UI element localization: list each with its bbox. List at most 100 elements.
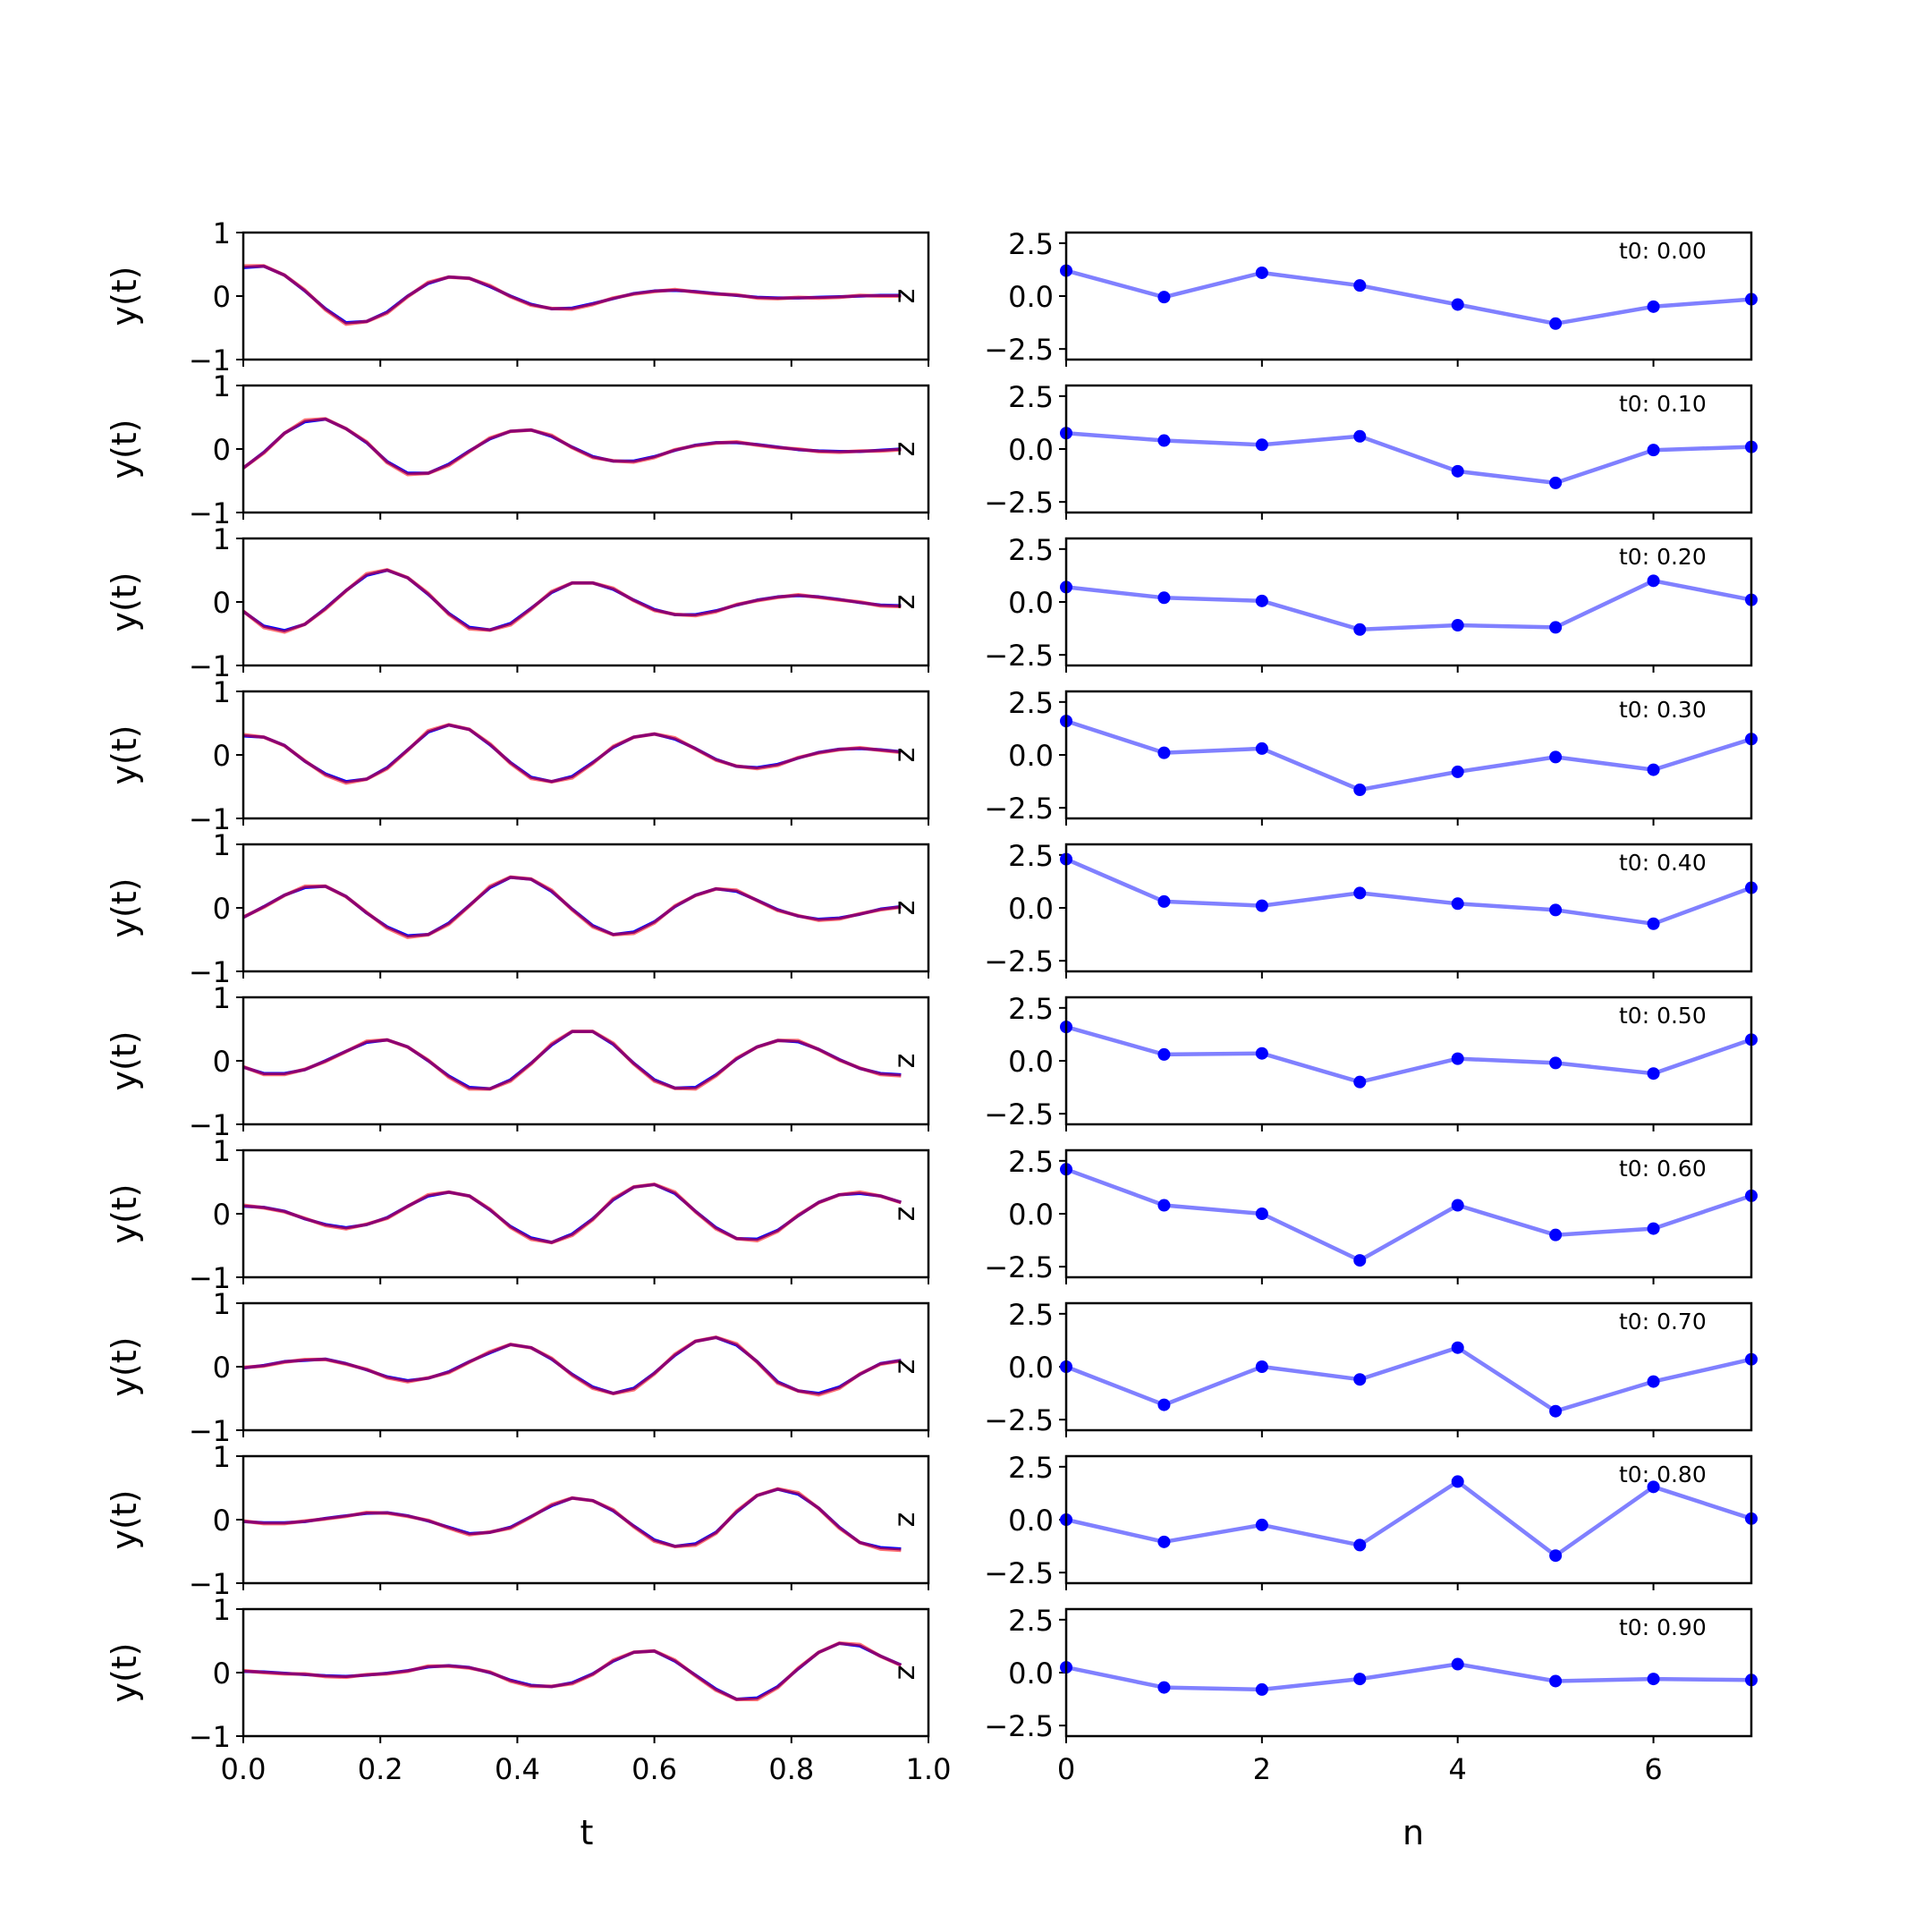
left-y-tick-label: 1 — [213, 522, 231, 556]
predicted-series-line — [242, 417, 902, 477]
right-panel-4: 2.5 0.0 −2.5 t0: 0.40 — [984, 839, 1758, 979]
latent-point — [1353, 1538, 1367, 1552]
left-axes-frame — [242, 384, 930, 514]
left-panel-9: 1 0 −10.0 0.2 0.4 0.6 0.8 1.0 y(t) z — [105, 1593, 951, 1786]
latent-point — [1647, 574, 1660, 588]
left-y-tick-label: −1 — [189, 1414, 231, 1448]
latent-point — [1549, 750, 1563, 764]
right-y-tick-label: 2.5 — [1008, 686, 1054, 720]
true-series-line — [242, 723, 902, 784]
left-panel-4: 1 0 −1 y(t) z — [105, 828, 930, 989]
left-y-tick-label: −1 — [189, 343, 231, 377]
left-panel-0: 1 0 −1 y(t) z — [105, 216, 930, 377]
latent-point — [1647, 1673, 1660, 1686]
latent-point — [1451, 1475, 1464, 1488]
right-y-tick-label: −2.5 — [984, 1556, 1054, 1590]
left-y-axis-label: y(t) — [105, 877, 144, 937]
latent-point — [1255, 741, 1268, 755]
right-y-tick-label: −2.5 — [984, 1709, 1054, 1743]
right-axes-frame — [1064, 231, 1753, 361]
latent-point — [1353, 1254, 1367, 1267]
left-y-tick-label: 1 — [213, 828, 231, 862]
latent-point — [1157, 1199, 1171, 1212]
t0-annotation: t0: 0.70 — [1619, 1309, 1707, 1335]
latent-point — [1157, 434, 1171, 447]
left-y-tick-label: 0 — [213, 433, 231, 467]
latent-point — [1255, 1682, 1268, 1696]
true-series-line — [242, 1335, 902, 1395]
left-axes-frame — [242, 996, 930, 1126]
left-y-tick-label: 0 — [213, 586, 231, 620]
latent-point — [1647, 444, 1660, 457]
latent-point — [1451, 298, 1464, 311]
right-panel-7: 2.5 0.0 −2.5 t0: 0.70 — [984, 1298, 1758, 1437]
right-axes-frame — [1064, 1454, 1753, 1585]
right-axes-frame — [1064, 996, 1753, 1126]
left-y-tick-label: 0 — [213, 1657, 231, 1690]
left-axes-frame — [242, 1454, 930, 1585]
latent-series-line — [1065, 579, 1752, 632]
stray-z-label: z — [887, 901, 921, 916]
latent-point — [1451, 897, 1464, 911]
latent-point — [1255, 438, 1268, 452]
latent-point — [1549, 1056, 1563, 1070]
right-x-tick-label: 0 — [1057, 1752, 1075, 1786]
latent-point — [1255, 1518, 1268, 1531]
right-y-tick-label: −2.5 — [984, 1403, 1054, 1437]
left-y-axis-label: y(t) — [105, 572, 144, 631]
latent-point — [1647, 1067, 1660, 1080]
right-y-tick-label: −2.5 — [984, 792, 1054, 826]
latent-point — [1549, 476, 1563, 489]
left-y-tick-label: 1 — [213, 1593, 231, 1627]
predicted-series-line — [242, 723, 902, 785]
true-series-line — [242, 264, 902, 325]
latent-point — [1647, 917, 1660, 930]
left-y-tick-label: 1 — [213, 1134, 231, 1168]
latent-point — [1157, 894, 1171, 908]
latent-series-line — [1065, 431, 1752, 486]
right-panel-8: 2.5 0.0 −2.5 t0: 0.80 — [984, 1451, 1758, 1590]
latent-series-line — [1065, 1662, 1752, 1692]
t0-annotation: t0: 0.50 — [1619, 1003, 1707, 1029]
right-y-tick-label: −2.5 — [984, 1250, 1054, 1284]
left-x-tick-label: 1.0 — [906, 1752, 952, 1786]
latent-point — [1647, 1375, 1660, 1388]
left-y-axis-label: y(t) — [105, 419, 144, 479]
predicted-series-line — [242, 1182, 902, 1245]
left-y-axis-label: y(t) — [105, 724, 144, 784]
true-series-line — [242, 876, 902, 937]
right-x-tick-label: 2 — [1253, 1752, 1271, 1786]
left-axes-frame — [242, 231, 930, 361]
left-y-tick-label: 1 — [213, 216, 231, 250]
right-panel-6: 2.5 0.0 −2.5 t0: 0.60 — [984, 1145, 1758, 1284]
left-y-tick-label: 0 — [213, 1045, 231, 1079]
stray-z-label: z — [887, 595, 921, 610]
t0-annotation: t0: 0.20 — [1619, 544, 1707, 570]
latent-point — [1549, 903, 1563, 917]
right-axes-frame — [1064, 1301, 1753, 1432]
stray-z-label: z — [887, 748, 921, 763]
stray-z-label: z — [887, 1360, 921, 1375]
latent-point — [1647, 1222, 1660, 1235]
true-series-line — [242, 1641, 902, 1701]
stray-z-label: z — [887, 1054, 921, 1069]
latent-point — [1157, 591, 1171, 605]
latent-point — [1451, 464, 1464, 478]
latent-point — [1549, 1228, 1563, 1241]
latent-point — [1157, 291, 1171, 304]
left-axes-frame — [242, 690, 930, 820]
left-x-axis-label: t — [580, 1813, 594, 1852]
left-y-tick-label: −1 — [189, 1108, 231, 1142]
left-y-tick-label: −1 — [189, 1261, 231, 1295]
latent-point — [1157, 746, 1171, 759]
left-x-tick-label: 0.0 — [221, 1752, 267, 1786]
right-axes-frame — [1064, 843, 1753, 973]
right-axes-frame — [1064, 537, 1753, 667]
left-panel-8: 1 0 −1 y(t) z — [105, 1440, 930, 1601]
latent-point — [1255, 1208, 1268, 1220]
left-panel-1: 1 0 −1 y(t) z — [105, 369, 930, 530]
latent-point — [1157, 1681, 1171, 1694]
right-axes-frame — [1064, 384, 1753, 514]
latent-point — [1353, 886, 1367, 900]
